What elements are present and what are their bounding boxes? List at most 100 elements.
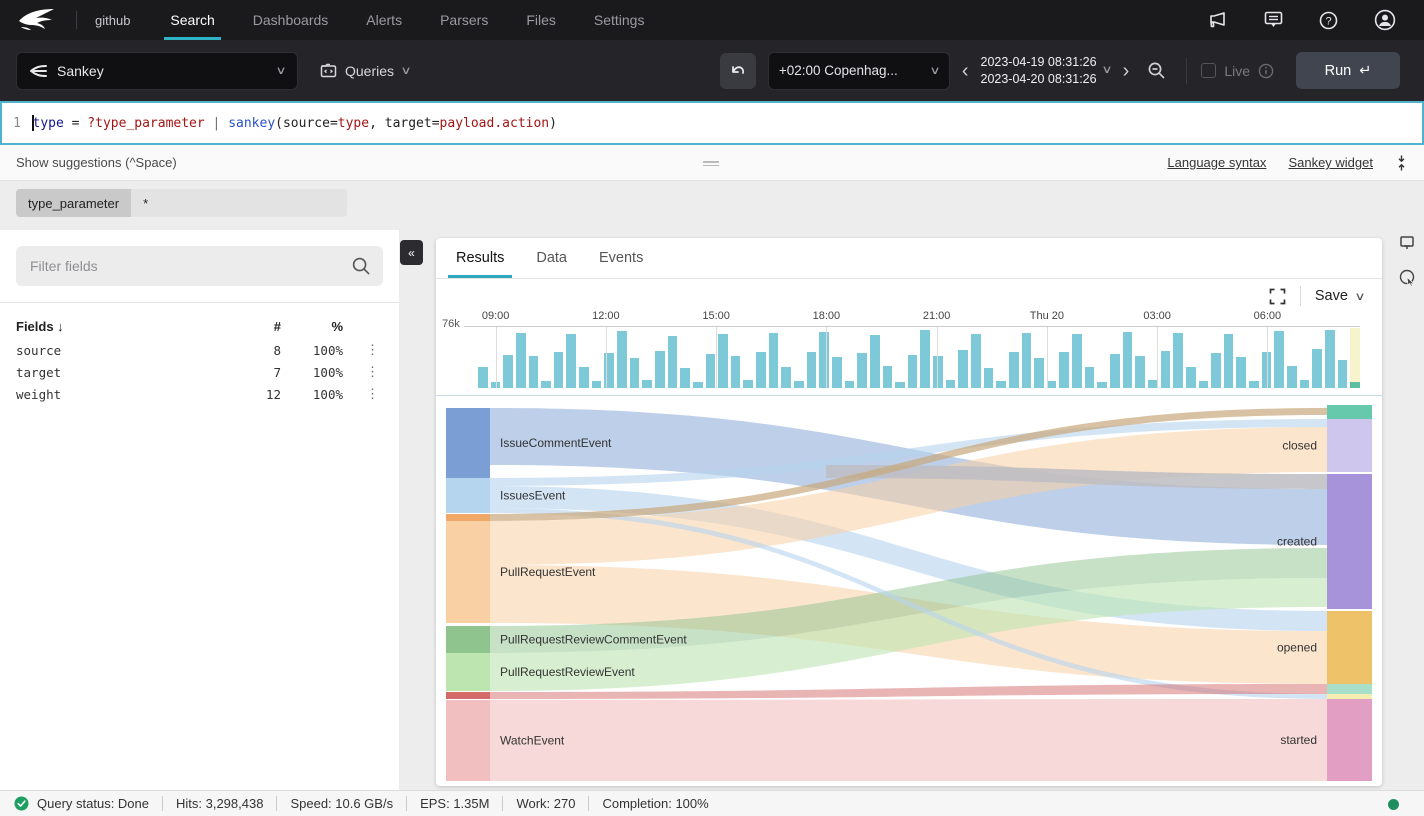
account-icon[interactable] bbox=[1374, 9, 1396, 31]
histogram-bar bbox=[515, 332, 526, 388]
collapse-fields-panel-button[interactable]: « bbox=[400, 240, 423, 265]
results-tabs: Results Data Events bbox=[436, 238, 1382, 279]
sankey-node-closed[interactable] bbox=[1327, 419, 1372, 472]
histogram-bar bbox=[1312, 348, 1322, 388]
sankey-node-created[interactable] bbox=[1327, 474, 1372, 609]
sankey-node-label: PullRequestReviewCommentEvent bbox=[500, 633, 687, 647]
field-distinct-count: 12 bbox=[265, 386, 281, 402]
sankey-node-IssuesEvent[interactable] bbox=[446, 478, 490, 513]
sankey-diagram[interactable]: IssueCommentEvent IssuesEvent PullRequestE… bbox=[446, 405, 1372, 784]
event-histogram[interactable] bbox=[478, 326, 1360, 388]
fullscreen-icon[interactable] bbox=[1269, 288, 1286, 305]
visualization-selector-value: Sankey bbox=[57, 62, 104, 79]
histogram-bar bbox=[617, 331, 627, 388]
sankey-node-PullRequestReviewEvent[interactable] bbox=[446, 653, 490, 691]
time-range-selector[interactable]: 2023-04-19 08:31:26 2023-04-20 08:31:26 … bbox=[981, 54, 1113, 88]
resize-handle[interactable] bbox=[703, 159, 719, 168]
histogram-bar bbox=[819, 331, 829, 388]
enter-key-icon: ↵ bbox=[1359, 62, 1372, 79]
status-item: Speed: 10.6 GB/s bbox=[290, 796, 394, 811]
sankey-node-opened[interactable] bbox=[1327, 611, 1372, 684]
field-row-weight[interactable]: weight 12 100% ⋮ bbox=[16, 383, 385, 405]
nav-item-settings[interactable]: Settings bbox=[593, 12, 645, 28]
crowdstrike-logo[interactable] bbox=[18, 7, 58, 33]
tab-results[interactable]: Results bbox=[447, 238, 513, 278]
save-button[interactable]: Save ∨ bbox=[1315, 288, 1366, 304]
sankey-widget-link[interactable]: Sankey widget bbox=[1288, 155, 1373, 170]
queries-menu-button[interactable]: Queries ∨ bbox=[320, 63, 412, 79]
interactions-icon[interactable] bbox=[1398, 268, 1417, 287]
time-forward-button[interactable]: › bbox=[1122, 59, 1130, 82]
sankey-node-PullRequestReviewCommentEvent[interactable] bbox=[446, 626, 490, 653]
histogram-bar bbox=[1072, 334, 1082, 388]
sankey-node-sliver[interactable] bbox=[1327, 405, 1372, 419]
field-name: weight bbox=[16, 386, 62, 402]
chevron-down-icon: ∨ bbox=[1354, 290, 1366, 303]
sankey-node-label: started bbox=[1280, 733, 1317, 747]
filter-fields-input[interactable] bbox=[16, 246, 383, 286]
histogram-bar bbox=[1135, 355, 1145, 388]
x-tick-label: 06:00 bbox=[1253, 310, 1282, 322]
histogram-bar bbox=[1337, 359, 1348, 388]
fields-sort-header[interactable]: Fields ↓ bbox=[16, 318, 64, 334]
histogram-bar bbox=[1059, 351, 1070, 388]
sankey-link-PullRequestReviewEvent-to-created bbox=[490, 578, 1327, 691]
collapse-editor-icon[interactable] bbox=[1395, 155, 1408, 171]
time-back-button[interactable]: ‹ bbox=[961, 59, 969, 82]
sankey-node-started[interactable] bbox=[1327, 699, 1372, 781]
field-menu-icon[interactable]: ⋮ bbox=[366, 342, 379, 358]
status-item: Work: 270 bbox=[516, 796, 576, 811]
sankey-link-IssuesEvent-to-opened bbox=[490, 486, 1327, 631]
live-checkbox[interactable] bbox=[1201, 63, 1217, 78]
feedback-icon[interactable] bbox=[1264, 11, 1283, 29]
sankey-node-sliver[interactable] bbox=[1327, 694, 1372, 699]
undo-button[interactable] bbox=[719, 52, 756, 89]
nav-item-dashboards[interactable]: Dashboards bbox=[252, 12, 329, 28]
gridline bbox=[1157, 327, 1159, 388]
help-icon[interactable]: ? bbox=[1319, 11, 1338, 30]
histogram-bar bbox=[579, 366, 589, 388]
announcements-icon[interactable] bbox=[1208, 11, 1228, 29]
repository-name[interactable]: github bbox=[95, 12, 131, 28]
query-editor[interactable]: 1 type = ?type_parameter | sankey(source… bbox=[0, 101, 1424, 145]
field-menu-icon[interactable]: ⋮ bbox=[366, 386, 379, 402]
timezone-selector[interactable]: +02:00 Copenhag... ∨ bbox=[767, 51, 950, 90]
histogram-bar bbox=[1173, 332, 1183, 388]
visualization-selector[interactable]: Sankey ∨ bbox=[16, 51, 298, 90]
sankey-node-sliver[interactable] bbox=[446, 692, 490, 699]
run-button[interactable]: Run ↵ bbox=[1296, 52, 1400, 89]
histogram-bar bbox=[1198, 380, 1209, 388]
histogram-bar bbox=[680, 368, 690, 388]
field-percent: 100% bbox=[312, 342, 343, 358]
line-number: 1 bbox=[13, 115, 21, 131]
sankey-node-sliver[interactable] bbox=[1327, 684, 1372, 694]
nav-item-parsers[interactable]: Parsers bbox=[440, 12, 489, 28]
connection-status-dot bbox=[1388, 799, 1399, 810]
histogram-bar bbox=[756, 352, 766, 388]
sankey-node-IssueCommentEvent[interactable] bbox=[446, 408, 490, 478]
tab-data[interactable]: Data bbox=[536, 250, 567, 266]
field-distinct-count: 7 bbox=[273, 364, 281, 380]
sankey-node-WatchEvent[interactable] bbox=[446, 700, 490, 781]
field-menu-icon[interactable]: ⋮ bbox=[366, 364, 379, 380]
time-zoom-out-button[interactable] bbox=[1147, 61, 1166, 80]
sankey-link-WatchEvent-to-started bbox=[490, 699, 1327, 781]
language-syntax-link[interactable]: Language syntax bbox=[1167, 155, 1267, 170]
x-tick-label: Thu 20 bbox=[1029, 310, 1064, 322]
field-row-target[interactable]: target 7 100% ⋮ bbox=[16, 361, 385, 383]
info-icon[interactable] bbox=[1258, 63, 1274, 79]
show-suggestions-button[interactable]: Show suggestions (^Space) bbox=[16, 155, 177, 170]
nav-item-search[interactable]: Search bbox=[164, 0, 222, 40]
parameter-value-input[interactable] bbox=[131, 189, 348, 217]
sankey-node-label: created bbox=[1277, 535, 1317, 549]
nav-item-files[interactable]: Files bbox=[526, 12, 556, 28]
sankey-node-label: PullRequestReviewEvent bbox=[500, 665, 635, 679]
sankey-node-PullRequestEvent[interactable] bbox=[446, 521, 490, 623]
sankey-node-sliver[interactable] bbox=[446, 514, 490, 521]
board-icon[interactable] bbox=[1398, 234, 1416, 252]
nav-item-alerts[interactable]: Alerts bbox=[366, 12, 403, 28]
histogram-bar bbox=[869, 335, 880, 388]
field-row-source[interactable]: source 8 100% ⋮ bbox=[16, 339, 385, 361]
field-name: target bbox=[16, 364, 62, 380]
tab-events[interactable]: Events bbox=[599, 250, 644, 266]
